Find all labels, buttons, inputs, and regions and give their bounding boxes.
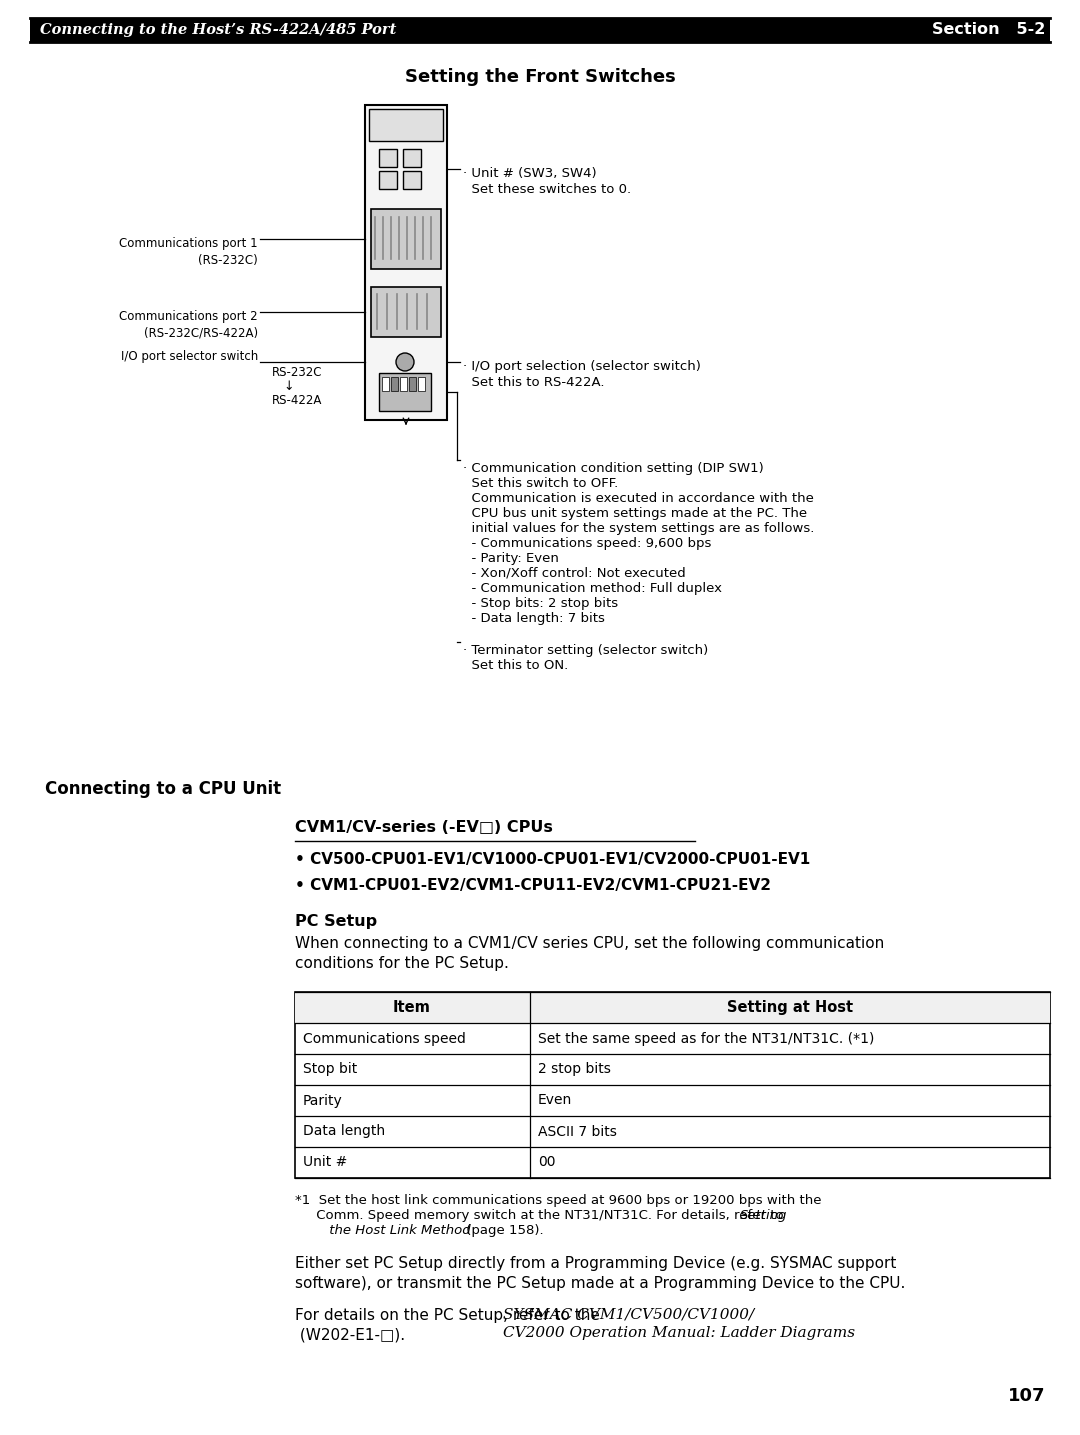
Text: 2 stop bits: 2 stop bits <box>538 1062 611 1076</box>
Text: SYSMAC CVM1/CV500/CV1000/
CV2000 Operation Manual: Ladder Diagrams: SYSMAC CVM1/CV500/CV1000/ CV2000 Operati… <box>503 1307 855 1340</box>
Bar <box>372 287 441 337</box>
Bar <box>382 377 389 390</box>
Text: 00: 00 <box>538 1155 555 1170</box>
Text: - Communication method: Full duplex: - Communication method: Full duplex <box>463 583 723 596</box>
Bar <box>403 171 421 189</box>
Text: (page 158).: (page 158). <box>462 1224 543 1237</box>
Bar <box>379 171 397 189</box>
Bar <box>400 377 407 390</box>
Bar <box>295 992 1050 1023</box>
Text: CPU bus unit system settings made at the PC. The: CPU bus unit system settings made at the… <box>463 507 807 519</box>
Text: initial values for the system settings are as follows.: initial values for the system settings a… <box>463 522 814 535</box>
Text: CVM1/CV-series (-EV□) CPUs: CVM1/CV-series (-EV□) CPUs <box>295 819 553 835</box>
Text: • CVM1-CPU01-EV2/CVM1-CPU11-EV2/CVM1-CPU21-EV2: • CVM1-CPU01-EV2/CVM1-CPU11-EV2/CVM1-CPU… <box>295 878 771 893</box>
Bar <box>372 210 441 268</box>
Text: When connecting to a CVM1/CV series CPU, set the following communication
conditi: When connecting to a CVM1/CV series CPU,… <box>295 936 885 971</box>
Text: PC Setup: PC Setup <box>295 914 377 928</box>
Text: - Communications speed: 9,600 bps: - Communications speed: 9,600 bps <box>463 537 712 550</box>
Bar <box>365 105 447 420</box>
Text: (W202-E1-□).: (W202-E1-□). <box>295 1327 405 1343</box>
Bar <box>30 19 1050 42</box>
Bar <box>418 377 426 390</box>
Text: Connecting to the Host’s RS-422A/485 Port: Connecting to the Host’s RS-422A/485 Por… <box>40 23 396 37</box>
Text: - Parity: Even: - Parity: Even <box>463 552 558 565</box>
Text: - Data length: 7 bits: - Data length: 7 bits <box>463 611 605 626</box>
Text: RS-422A: RS-422A <box>272 395 322 408</box>
Text: Setting: Setting <box>740 1210 787 1223</box>
Text: - Xon/Xoff control: Not executed: - Xon/Xoff control: Not executed <box>463 567 686 580</box>
Bar <box>379 149 397 166</box>
Text: · I/O port selection (selector switch): · I/O port selection (selector switch) <box>463 360 701 373</box>
Text: Setting the Front Switches: Setting the Front Switches <box>405 67 675 86</box>
Text: Even: Even <box>538 1093 572 1108</box>
Text: Either set PC Setup directly from a Programming Device (e.g. SYSMAC support
soft: Either set PC Setup directly from a Prog… <box>295 1256 905 1292</box>
Text: Item: Item <box>393 1000 431 1015</box>
Text: Unit #: Unit # <box>303 1155 348 1170</box>
Text: Set these switches to 0.: Set these switches to 0. <box>463 184 631 197</box>
Text: ASCII 7 bits: ASCII 7 bits <box>538 1125 617 1138</box>
Text: Communications port 2
(RS-232C/RS-422A): Communications port 2 (RS-232C/RS-422A) <box>120 310 258 340</box>
Bar <box>403 149 421 166</box>
Text: - Stop bits: 2 stop bits: - Stop bits: 2 stop bits <box>463 597 618 610</box>
Text: Communications port 1
(RS-232C): Communications port 1 (RS-232C) <box>120 237 258 267</box>
Text: • CV500-CPU01-EV1/CV1000-CPU01-EV1/CV2000-CPU01-EV1: • CV500-CPU01-EV1/CV1000-CPU01-EV1/CV200… <box>295 852 810 867</box>
Text: Communications speed: Communications speed <box>303 1032 465 1046</box>
Text: For details on the PC Setup, refer to the: For details on the PC Setup, refer to th… <box>295 1307 605 1323</box>
Text: · Unit # (SW3, SW4): · Unit # (SW3, SW4) <box>463 166 596 179</box>
Text: *1  Set the host link communications speed at 9600 bps or 19200 bps with the: *1 Set the host link communications spee… <box>295 1194 822 1207</box>
Text: I/O port selector switch: I/O port selector switch <box>121 350 258 363</box>
Text: Connecting to a CPU Unit: Connecting to a CPU Unit <box>45 781 281 798</box>
Text: RS-232C: RS-232C <box>272 366 323 379</box>
Text: Data length: Data length <box>303 1125 386 1138</box>
Text: Stop bit: Stop bit <box>303 1062 357 1076</box>
Text: Parity: Parity <box>303 1093 342 1108</box>
Text: Set this switch to OFF.: Set this switch to OFF. <box>463 476 618 489</box>
Text: Set this to ON.: Set this to ON. <box>463 659 568 672</box>
Bar <box>295 992 1050 1178</box>
Text: Comm. Speed memory switch at the NT31/NT31C. For details, refer to: Comm. Speed memory switch at the NT31/NT… <box>295 1210 788 1223</box>
Circle shape <box>396 353 414 372</box>
Bar <box>369 109 443 141</box>
Text: ↓: ↓ <box>283 380 294 393</box>
Text: Setting at Host: Setting at Host <box>727 1000 853 1015</box>
Text: Communication is executed in accordance with the: Communication is executed in accordance … <box>463 492 814 505</box>
Text: · Communication condition setting (DIP SW1): · Communication condition setting (DIP S… <box>463 462 764 475</box>
Bar <box>409 377 416 390</box>
Bar <box>391 377 399 390</box>
Text: Set this to RS-422A.: Set this to RS-422A. <box>463 376 605 389</box>
Text: Set the same speed as for the NT31/NT31C. (*1): Set the same speed as for the NT31/NT31C… <box>538 1032 875 1046</box>
Text: Section   5-2: Section 5-2 <box>932 23 1045 37</box>
Text: 107: 107 <box>1008 1388 1045 1405</box>
Text: · Terminator setting (selector switch): · Terminator setting (selector switch) <box>463 644 708 657</box>
Text: the Host Link Method: the Host Link Method <box>308 1224 471 1237</box>
Bar <box>379 373 431 410</box>
